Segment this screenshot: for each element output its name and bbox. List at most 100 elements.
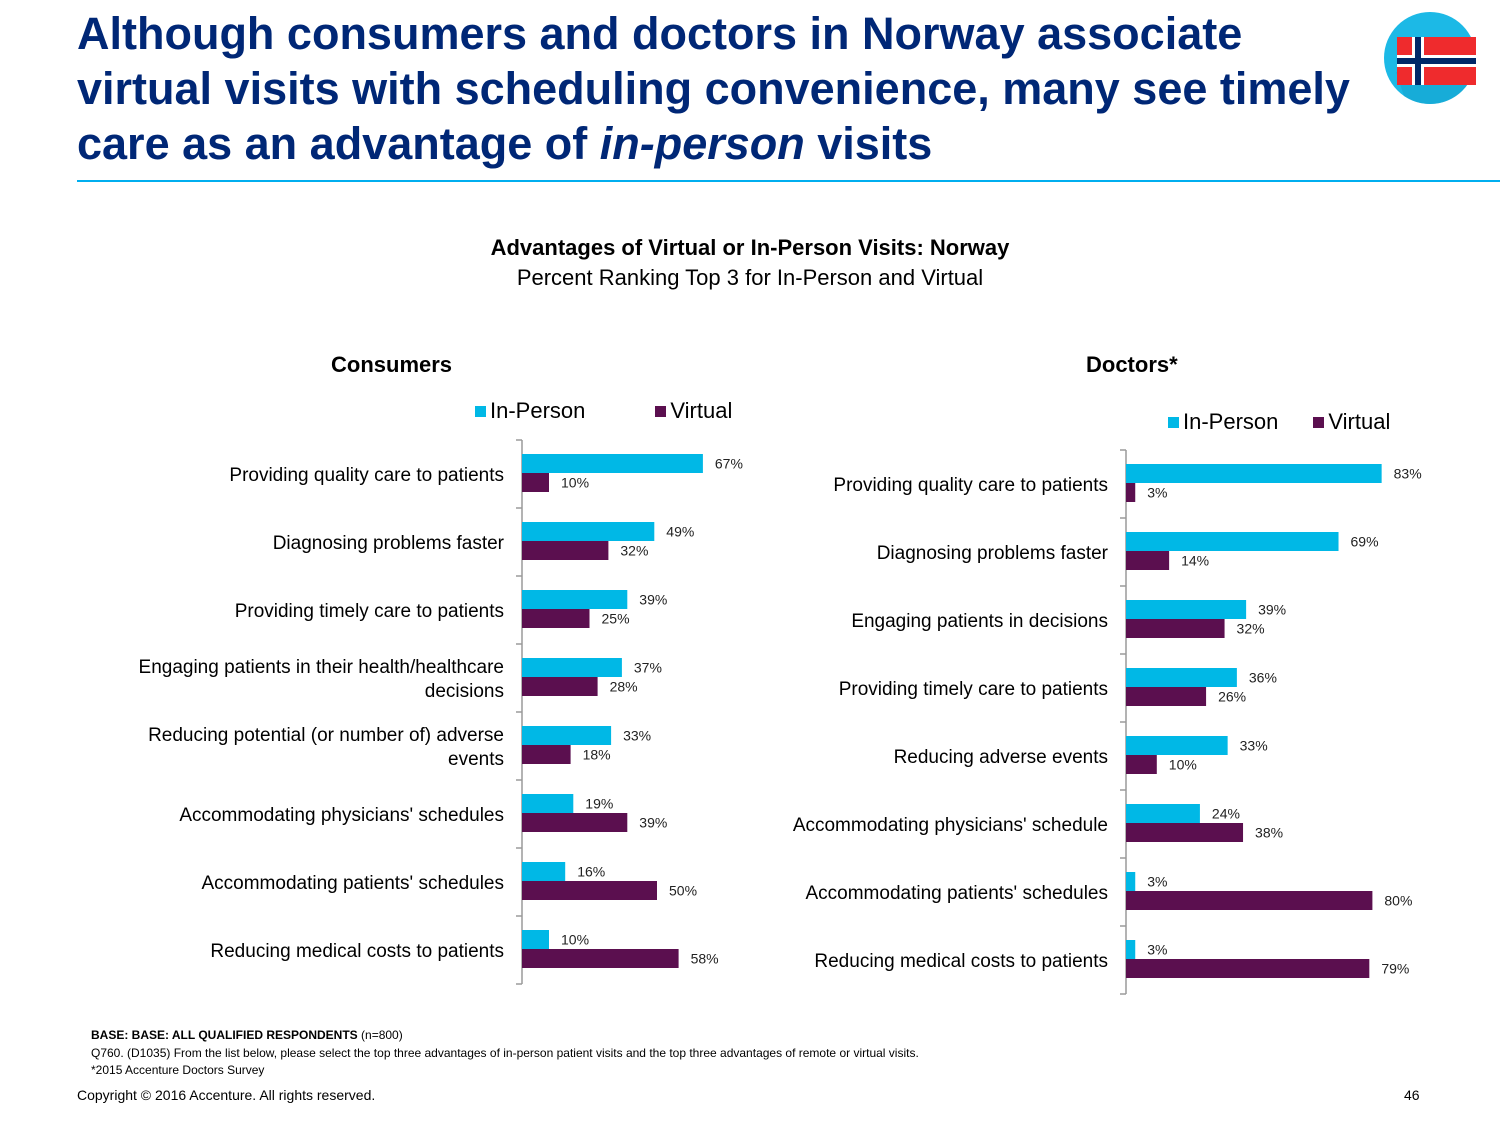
bar-in-person-providing-timely-care-to-patients	[522, 590, 628, 609]
data-label-virtual-providing-timely-care-to-patients: 25%	[602, 611, 630, 627]
legend-label-virtual: Virtual	[1328, 409, 1391, 434]
category-label-accommodating-patients-schedules: Accommodating patients' schedules	[201, 873, 504, 894]
category-label-accommodating-patients-schedules: Accommodating patients' schedules	[805, 883, 1108, 904]
data-label-virtual-accommodating-physicians-schedules: 39%	[639, 815, 667, 831]
norway-flag-icon	[1384, 12, 1476, 104]
title-emphasis: in-person	[599, 118, 805, 169]
data-label-in-person-reducing-potential-or-number-of-adverse-events: 33%	[623, 728, 651, 744]
doctors-panel-title: Doctors*	[1086, 352, 1178, 377]
bar-virtual-accommodating-physicians-schedule	[1126, 823, 1244, 842]
bar-virtual-reducing-potential-or-number-of-adverse-events	[522, 745, 571, 764]
data-label-virtual-reducing-adverse-events: 10%	[1169, 757, 1197, 773]
legend-item-virtual: Virtual	[655, 398, 732, 424]
consumers-panel-title: Consumers	[331, 352, 453, 377]
data-label-in-person-providing-timely-care-to-patients: 36%	[1249, 670, 1277, 686]
bar-virtual-reducing-adverse-events	[1126, 755, 1157, 774]
copyright: Copyright © 2016 Accenture. All rights r…	[77, 1087, 376, 1103]
doctors-legend: In-Person Virtual	[1168, 409, 1390, 435]
chart-heading-title: Advantages of Virtual or In-Person Visit…	[490, 235, 1010, 260]
category-label-reducing-potential-or-number-of-adverse-events: Reducing potential (or number of) advers…	[148, 725, 504, 770]
category-label-providing-timely-care-to-patients: Providing timely care to patients	[839, 679, 1108, 700]
bar-virtual-providing-timely-care-to-patients	[1126, 687, 1207, 706]
bar-virtual-providing-quality-care-to-patients	[1126, 483, 1136, 502]
bar-in-person-providing-quality-care-to-patients	[1126, 464, 1382, 483]
footnote-base-bold: BASE: BASE: ALL QUALIFIED RESPONDENTS	[91, 1028, 358, 1042]
bar-virtual-reducing-medical-costs-to-patients	[1126, 959, 1370, 978]
category-label-accommodating-physicians-schedules: Accommodating physicians' schedules	[179, 805, 504, 826]
category-label-providing-timely-care-to-patients: Providing timely care to patients	[235, 601, 504, 622]
footnote-base-n: (n=800)	[357, 1028, 403, 1042]
legend-label-in-person: In-Person	[490, 398, 586, 423]
data-label-in-person-reducing-medical-costs-to-patients: 10%	[561, 932, 589, 948]
data-label-virtual-engaging-patients-in-decisions: 32%	[1237, 621, 1265, 637]
title-part1: Although consumers and doctors in Norway…	[77, 8, 1350, 169]
data-label-virtual-accommodating-physicians-schedule: 38%	[1255, 825, 1283, 841]
bar-virtual-engaging-patients-in-their-health-healthcare-decisions	[522, 677, 598, 696]
data-label-virtual-diagnosing-problems-faster: 32%	[620, 543, 648, 559]
bar-virtual-accommodating-physicians-schedules	[522, 813, 628, 832]
bar-in-person-engaging-patients-in-their-health-healthcare-decisions	[522, 658, 622, 677]
bar-virtual-providing-quality-care-to-patients	[522, 473, 549, 492]
data-label-in-person-accommodating-physicians-schedules: 19%	[585, 796, 613, 812]
data-label-virtual-accommodating-patients-schedules: 80%	[1384, 893, 1412, 909]
bar-in-person-reducing-adverse-events	[1126, 736, 1228, 755]
data-label-virtual-reducing-potential-or-number-of-adverse-events: 18%	[583, 747, 611, 763]
bar-in-person-accommodating-patients-schedules	[1126, 872, 1136, 891]
footnote-question: Q760. (D1035) From the list below, pleas…	[91, 1046, 919, 1060]
doctors-bar-chart: Providing quality care to patients 83% 3% D…	[793, 449, 1422, 995]
legend-item-virtual: Virtual	[1313, 409, 1390, 435]
data-label-in-person-reducing-adverse-events: 33%	[1240, 738, 1268, 754]
category-label-reducing-adverse-events: Reducing adverse events	[894, 747, 1108, 768]
category-label-diagnosing-problems-faster: Diagnosing problems faster	[877, 543, 1109, 564]
bar-virtual-engaging-patients-in-decisions	[1126, 619, 1225, 638]
data-label-in-person-diagnosing-problems-faster: 49%	[666, 524, 694, 540]
data-label-in-person-providing-quality-care-to-patients: 67%	[715, 456, 743, 472]
data-label-virtual-providing-quality-care-to-patients: 10%	[561, 475, 589, 491]
data-label-in-person-accommodating-patients-schedules: 3%	[1147, 874, 1167, 890]
page-title: Although consumers and doctors in Norway…	[77, 6, 1377, 171]
category-label-engaging-patients-in-their-health-healthcare-decisions: Engaging patients in their health/health…	[139, 657, 504, 702]
data-label-in-person-accommodating-patients-schedules: 16%	[577, 864, 605, 880]
legend-label-in-person: In-Person	[1183, 409, 1279, 434]
legend-swatch-in-person	[1168, 416, 1179, 428]
data-label-in-person-engaging-patients-in-their-health-healthcare-decisions: 37%	[634, 660, 662, 676]
bar-virtual-providing-timely-care-to-patients	[522, 609, 590, 628]
data-label-in-person-providing-timely-care-to-patients: 39%	[639, 592, 667, 608]
data-label-in-person-accommodating-physicians-schedule: 24%	[1212, 806, 1240, 822]
data-label-in-person-engaging-patients-in-decisions: 39%	[1258, 602, 1286, 618]
bar-in-person-accommodating-physicians-schedules	[522, 794, 574, 813]
bar-in-person-providing-quality-care-to-patients	[522, 454, 703, 473]
category-label-accommodating-physicians-schedule: Accommodating physicians' schedule	[793, 815, 1108, 836]
bar-in-person-reducing-medical-costs-to-patients	[522, 930, 549, 949]
data-label-virtual-reducing-medical-costs-to-patients: 79%	[1381, 961, 1409, 977]
data-label-virtual-providing-timely-care-to-patients: 26%	[1218, 689, 1246, 705]
category-label-diagnosing-problems-faster: Diagnosing problems faster	[273, 533, 505, 554]
bar-in-person-accommodating-patients-schedules	[522, 862, 566, 881]
legend-swatch-virtual	[655, 405, 667, 417]
legend-label-virtual: Virtual	[670, 398, 733, 423]
bar-in-person-diagnosing-problems-faster	[1126, 532, 1339, 551]
legend-item-in-person: In-Person	[475, 398, 585, 424]
legend-swatch-virtual	[1313, 416, 1325, 428]
bar-in-person-reducing-potential-or-number-of-adverse-events	[522, 726, 612, 745]
bar-virtual-accommodating-patients-schedules	[1126, 891, 1373, 910]
consumers-bar-chart: Providing quality care to patients 67% 10%…	[139, 439, 743, 985]
data-label-virtual-reducing-medical-costs-to-patients: 58%	[691, 951, 719, 967]
bar-virtual-reducing-medical-costs-to-patients	[522, 949, 679, 968]
category-label-reducing-medical-costs-to-patients: Reducing medical costs to patients	[814, 951, 1108, 972]
legend-item-in-person: In-Person	[1168, 409, 1278, 435]
category-label-providing-quality-care-to-patients: Providing quality care to patients	[833, 475, 1108, 496]
bar-in-person-diagnosing-problems-faster	[522, 522, 655, 541]
bar-in-person-providing-timely-care-to-patients	[1126, 668, 1237, 687]
data-label-in-person-reducing-medical-costs-to-patients: 3%	[1147, 942, 1167, 958]
legend-swatch-in-person	[475, 405, 486, 417]
footnote-base: BASE: BASE: ALL QUALIFIED RESPONDENTS (n…	[91, 1027, 403, 1043]
bar-virtual-diagnosing-problems-faster	[522, 541, 609, 560]
bar-virtual-accommodating-patients-schedules	[522, 881, 657, 900]
category-label-reducing-medical-costs-to-patients: Reducing medical costs to patients	[210, 941, 504, 962]
data-label-virtual-accommodating-patients-schedules: 50%	[669, 883, 697, 899]
data-label-in-person-diagnosing-problems-faster: 69%	[1351, 534, 1379, 550]
bar-in-person-accommodating-physicians-schedule	[1126, 804, 1200, 823]
data-label-virtual-engaging-patients-in-their-health-healthcare-decisions: 28%	[610, 679, 638, 695]
bar-in-person-engaging-patients-in-decisions	[1126, 600, 1247, 619]
